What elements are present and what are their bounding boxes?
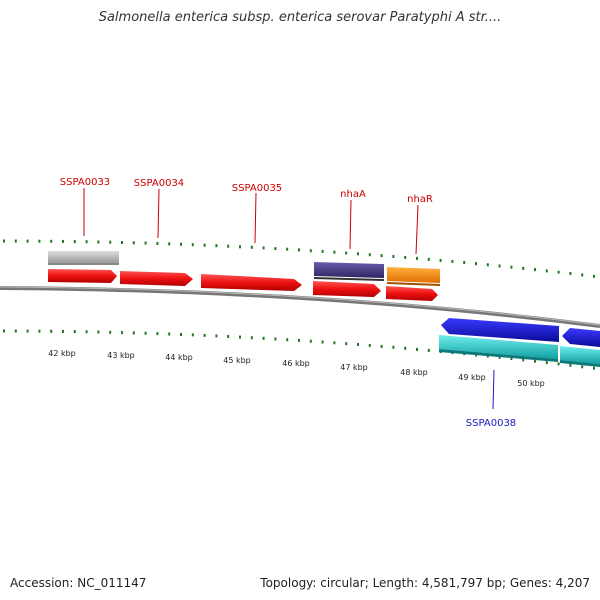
- gene-SSPA0038-block[interactable]: [439, 335, 600, 367]
- gene-label-nhaR[interactable]: nhaR: [407, 194, 433, 205]
- gene-label-SSPA0034[interactable]: SSPA0034: [134, 178, 184, 189]
- label-callouts: [83, 188, 495, 410]
- footer-accession: Accession: NC_011147: [10, 576, 146, 590]
- accession-label: Accession:: [10, 576, 74, 590]
- gene-SSPA0034-arrow[interactable]: [120, 271, 193, 286]
- kbp-label-43: 43 kbp: [107, 351, 135, 360]
- gene-label-SSPA0038[interactable]: SSPA0038: [466, 418, 516, 429]
- footer-genome-stats: Topology: circular; Length: 4,581,797 bp…: [260, 576, 590, 590]
- accession-value: NC_011147: [77, 576, 147, 590]
- topology-value: circular;: [320, 576, 369, 590]
- gene-nhaR-arrow[interactable]: [386, 286, 438, 301]
- upper-scale-ticks: [3, 239, 595, 278]
- gene-label-SSPA0035[interactable]: SSPA0035: [232, 183, 282, 194]
- gene-blue-reverse-2[interactable]: [562, 328, 600, 347]
- map-title: Salmonella enterica subsp. enterica sero…: [98, 10, 502, 25]
- gene-nhaA-arrow[interactable]: [313, 281, 381, 297]
- kbp-label-46: 46 kbp: [282, 359, 310, 368]
- length-label: Length:: [372, 576, 419, 590]
- length-value: 4,581,797 bp;: [421, 576, 507, 590]
- gene-label-SSPA0033[interactable]: SSPA0033: [60, 177, 110, 188]
- genome-backbone-highlight: [0, 286, 600, 326]
- kbp-label-48: 48 kbp: [400, 368, 428, 377]
- genes-label: Genes:: [509, 576, 552, 590]
- gene-nhaR-block[interactable]: [387, 267, 440, 286]
- topology-label: Topology:: [260, 576, 317, 590]
- kbp-label-44: 44 kbp: [165, 353, 193, 362]
- genes-value: 4,207: [555, 576, 590, 590]
- genome-backbone: [0, 286, 600, 328]
- kbp-label-49: 49 kbp: [458, 373, 486, 382]
- gene-nhaA-block[interactable]: [314, 262, 384, 281]
- gene-grey[interactable]: [48, 251, 119, 265]
- kbp-label-47: 47 kbp: [340, 363, 368, 372]
- gene-blue-reverse-1[interactable]: [441, 318, 559, 342]
- kbp-label-42: 42 kbp: [48, 349, 76, 358]
- gene-SSPA0035-arrow[interactable]: [201, 274, 302, 291]
- kbp-label-50: 50 kbp: [517, 379, 545, 388]
- gene-label-nhaA[interactable]: nhaA: [340, 189, 366, 200]
- gene-SSPA0033-arrow[interactable]: [48, 269, 117, 283]
- kbp-label-45: 45 kbp: [223, 356, 251, 365]
